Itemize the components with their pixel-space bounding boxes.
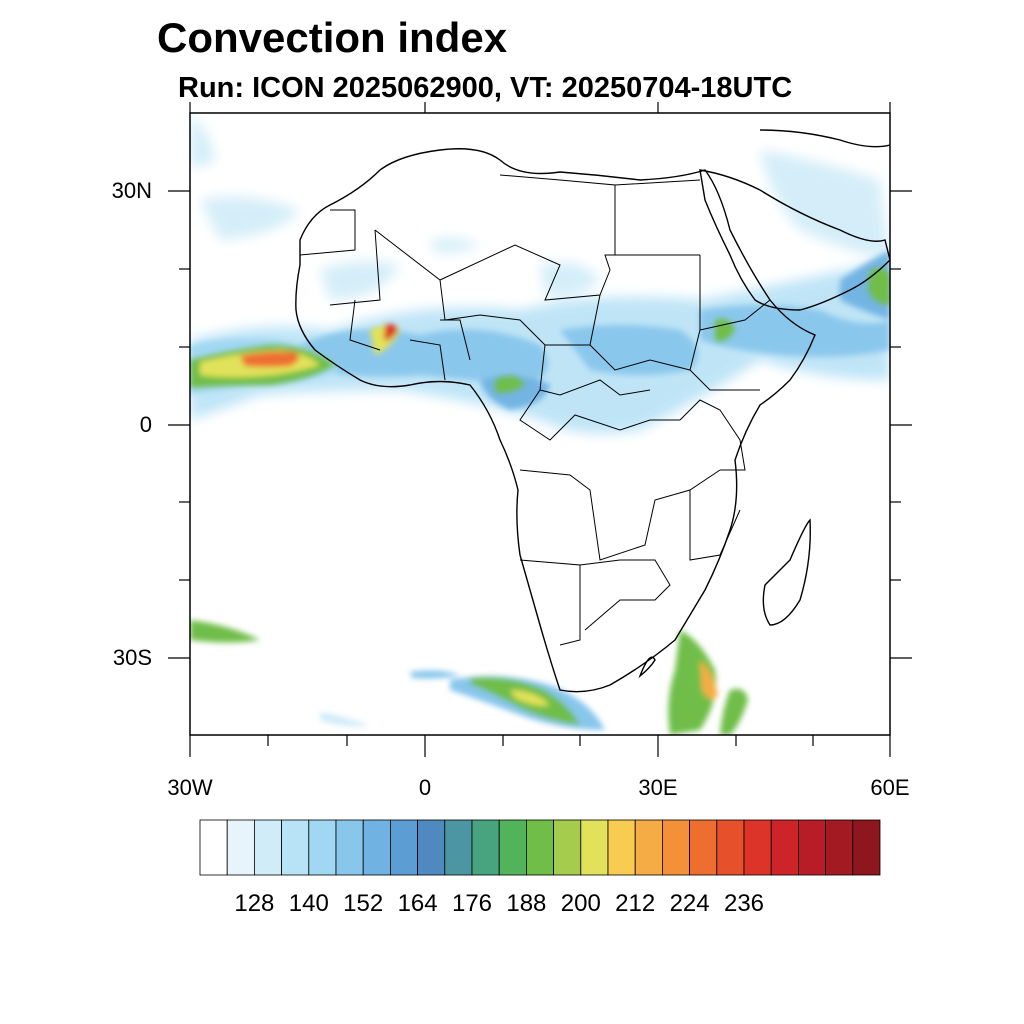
- colorbar-swatch: [444, 819, 473, 876]
- colorbar-swatch: [716, 819, 745, 876]
- colorbar-label: 140: [288, 890, 329, 917]
- colorbar-swatch: [389, 819, 418, 876]
- figure-subtitle: Run: ICON 2025062900, VT: 20250704-18UTC: [178, 72, 793, 104]
- colorbar-swatch: [308, 819, 337, 876]
- colorbar-swatch: [253, 819, 282, 876]
- coastlines: [295, 129, 890, 693]
- lon-label-30e: 30E: [638, 775, 678, 800]
- colorbar-swatch: [662, 819, 691, 876]
- colorbar-label: 236: [723, 890, 765, 917]
- colorbar: [199, 819, 881, 876]
- lon-label-60e: 60E: [870, 775, 910, 800]
- lon-label-0: 0: [418, 775, 432, 800]
- lat-label-0: 0: [139, 412, 152, 437]
- colorbar-swatch: [335, 819, 364, 876]
- colorbar-label: 152: [343, 890, 384, 917]
- colorbar-swatch: [281, 819, 310, 876]
- axis-ticks: [168, 102, 912, 757]
- colorbar-swatch: [199, 819, 228, 876]
- plot-frame: [189, 112, 891, 736]
- colorbar-label: 224: [669, 890, 710, 917]
- colorbar-swatch: [825, 819, 854, 876]
- lat-label-30n: 30N: [111, 178, 152, 203]
- lon-label-30w: 30W: [167, 775, 213, 800]
- colorbar-swatch: [226, 819, 255, 876]
- colorbar-swatch: [498, 819, 527, 876]
- colorbar-swatch: [526, 819, 555, 876]
- colorbar-swatch: [689, 819, 718, 876]
- colorbar-label: 212: [615, 890, 656, 917]
- colorbar-swatch: [362, 819, 391, 876]
- colorbar-label: 176: [451, 890, 493, 917]
- colorbar-swatch: [743, 819, 772, 876]
- colorbar-swatch: [471, 819, 500, 876]
- colorbar-swatch: [580, 819, 609, 876]
- colorbar-label: 188: [506, 890, 547, 917]
- colorbar-swatch: [607, 819, 636, 876]
- colorbar-swatch: [634, 819, 663, 876]
- colorbar-swatch: [553, 819, 582, 876]
- borders: [299, 174, 771, 646]
- colorbar-label: 128: [234, 890, 275, 917]
- colorbar-swatch: [852, 819, 881, 876]
- colorbar-label: 200: [560, 890, 601, 917]
- convection-field: [190, 115, 890, 735]
- colorbar-swatch: [770, 819, 799, 876]
- figure-title: Convection index: [157, 14, 508, 61]
- colorbar-label: 164: [397, 890, 438, 917]
- colorbar-swatch: [798, 819, 827, 876]
- colorbar-swatch: [417, 819, 446, 876]
- lat-label-30s: 30S: [112, 645, 152, 670]
